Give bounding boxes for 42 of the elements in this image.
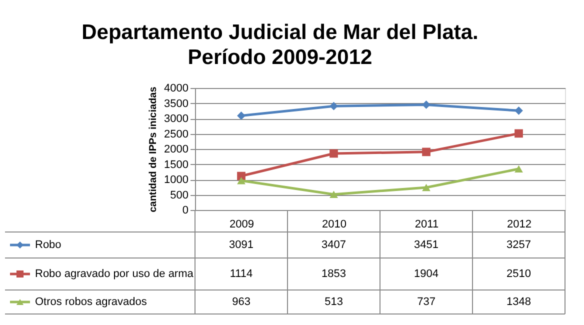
legend-label: Robo bbox=[35, 239, 62, 251]
x-tick-label: 2011 bbox=[414, 218, 439, 230]
y-tick-label: 1500 bbox=[164, 158, 188, 171]
chart-title: Departamento Judicial de Mar del Plata. bbox=[82, 21, 478, 44]
data-label: 3091 bbox=[229, 239, 254, 251]
point bbox=[514, 106, 523, 115]
x-tick-label: 2009 bbox=[230, 218, 254, 230]
y-tick-label: 4000 bbox=[164, 82, 188, 94]
point bbox=[330, 149, 338, 158]
data-label: 1904 bbox=[414, 268, 438, 280]
y-tick-label: 2000 bbox=[164, 144, 188, 156]
y-axis-title: cantidad de IPPs iniciadas bbox=[148, 86, 160, 212]
data-label: 513 bbox=[324, 296, 343, 308]
point bbox=[330, 190, 338, 198]
y-tick-label: 3500 bbox=[164, 98, 188, 110]
data-label: 3407 bbox=[322, 239, 346, 251]
point bbox=[237, 112, 246, 120]
data-label: 3257 bbox=[506, 239, 531, 251]
legend-label: Robo agravado por uso de arma bbox=[35, 268, 194, 280]
point bbox=[514, 129, 523, 138]
data-label: 1348 bbox=[506, 296, 531, 308]
y-tick-label: 2500 bbox=[164, 128, 188, 140]
legend-label: Otros robos agravados bbox=[35, 296, 148, 308]
point bbox=[422, 100, 430, 109]
y-tick-label: 1000 bbox=[164, 174, 188, 186]
y-tick-label: 500 bbox=[170, 189, 188, 202]
data-label: 737 bbox=[417, 296, 436, 308]
data-label: 1853 bbox=[322, 268, 346, 280]
data-label: 3451 bbox=[414, 239, 438, 251]
point bbox=[237, 177, 246, 184]
y-tick-label: 3000 bbox=[164, 113, 188, 125]
x-tick-label: 2010 bbox=[322, 218, 346, 230]
point bbox=[514, 165, 523, 173]
x-tick-label: 2012 bbox=[507, 218, 532, 230]
point bbox=[422, 148, 430, 156]
y-tick-label: 0 bbox=[182, 204, 188, 216]
point bbox=[422, 184, 430, 192]
chart-subtitle: Período 2009-2012 bbox=[188, 46, 372, 69]
data-label: 963 bbox=[232, 296, 250, 308]
data-label: 1114 bbox=[230, 268, 253, 280]
point bbox=[330, 102, 338, 110]
data-label: 2510 bbox=[506, 268, 531, 280]
